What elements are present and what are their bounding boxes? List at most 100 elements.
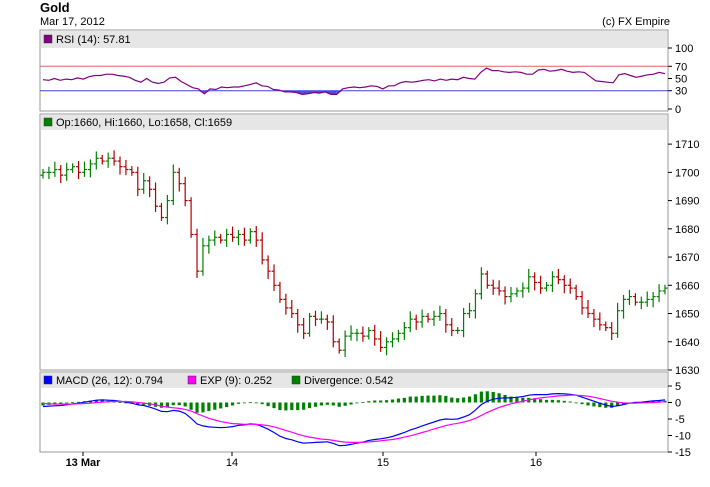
ohlc-bar bbox=[484, 270, 490, 289]
rsi-tick-label: 0 bbox=[675, 104, 681, 116]
chart-date: Mar 17, 2012 bbox=[40, 16, 105, 28]
divergence-bar bbox=[124, 402, 128, 404]
ohlc-bar bbox=[615, 302, 621, 338]
divergence-bar bbox=[219, 402, 223, 409]
divergence-bar bbox=[242, 402, 247, 404]
divergence-bar bbox=[284, 402, 288, 411]
rsi-oversold-fill bbox=[336, 90, 343, 95]
macd-line bbox=[42, 392, 666, 447]
rsi-oversold-fill bbox=[330, 90, 337, 95]
ohlc-bar bbox=[532, 272, 538, 291]
ohlc-bar bbox=[544, 281, 550, 292]
divergence-bar bbox=[207, 402, 211, 412]
ohlc-bar bbox=[129, 166, 135, 176]
rsi-tick-label: 30 bbox=[675, 86, 687, 98]
rsi-legend-text: RSI (14): 57.81 bbox=[56, 34, 131, 46]
ohlc-bar bbox=[395, 329, 401, 343]
ohlc-bar bbox=[662, 284, 668, 295]
ohlc-bar bbox=[283, 293, 289, 315]
ohlc-bar bbox=[478, 267, 484, 300]
chart-title: Gold bbox=[40, 0, 70, 15]
price-legend-swatch bbox=[43, 117, 53, 127]
ohlc-bar bbox=[153, 182, 159, 212]
ohlc-bar bbox=[431, 310, 437, 326]
ohlc-bar bbox=[591, 309, 597, 328]
divergence-bar bbox=[337, 402, 341, 407]
ohlc-bar bbox=[526, 268, 532, 293]
divergence-bar bbox=[319, 402, 324, 406]
ohlc-bar bbox=[117, 156, 123, 175]
price-tick-label: 1680 bbox=[675, 224, 699, 236]
ohlc-bar bbox=[626, 289, 632, 306]
legend-bar bbox=[41, 31, 667, 48]
ohlc-bar bbox=[437, 305, 443, 321]
divergence-bar bbox=[420, 395, 424, 403]
ohlc-bar bbox=[324, 314, 330, 330]
ohlc-bar bbox=[99, 154, 105, 165]
divergence-bar bbox=[118, 402, 122, 403]
macd-legend-text: MACD (26, 12): 0.794 bbox=[56, 375, 163, 387]
ohlc-bar bbox=[496, 280, 502, 296]
ohlc-bar bbox=[472, 289, 478, 319]
ohlc-bar bbox=[40, 168, 46, 179]
divergence-bar bbox=[574, 402, 578, 404]
divergence-bar bbox=[302, 402, 306, 410]
divergence-bar bbox=[568, 401, 572, 403]
ohlc-bar bbox=[318, 311, 324, 324]
ohlc-bar bbox=[561, 275, 567, 294]
ohlc-bar bbox=[609, 322, 615, 341]
ohlc-bar bbox=[164, 194, 170, 225]
ohlc-bar bbox=[384, 337, 390, 356]
divergence-bar bbox=[509, 396, 513, 403]
rsi-tick-label: 50 bbox=[675, 74, 687, 86]
divergence-bar bbox=[373, 400, 377, 403]
ohlc-bar bbox=[141, 172, 147, 194]
divergence-bar bbox=[343, 402, 347, 406]
ohlc-bar bbox=[419, 309, 425, 328]
price-tick-label: 1700 bbox=[675, 167, 699, 179]
divergence-bar bbox=[379, 400, 383, 403]
divergence-bar bbox=[396, 398, 401, 403]
price-tick-label: 1710 bbox=[675, 139, 699, 151]
divergence-bar bbox=[71, 402, 75, 403]
rsi-oversold-fill bbox=[198, 90, 205, 94]
macd-legend-text: EXP (9): 0.252 bbox=[200, 375, 272, 387]
divergence-bar bbox=[438, 395, 442, 403]
macd-tick-label: 0 bbox=[675, 398, 681, 410]
divergence-bar bbox=[598, 402, 602, 408]
price-tick-label: 1640 bbox=[675, 337, 699, 349]
ohlc-bar bbox=[76, 161, 82, 180]
divergence-bar bbox=[213, 402, 217, 410]
macd-tick-label: 5 bbox=[675, 381, 681, 393]
divergence-bar bbox=[331, 402, 335, 406]
divergence-bar bbox=[491, 391, 495, 403]
rsi-tick-label: 100 bbox=[675, 43, 693, 55]
divergence-bar bbox=[384, 400, 389, 403]
divergence-bar bbox=[556, 400, 560, 403]
ohlc-bar bbox=[449, 318, 455, 337]
ohlc-bar bbox=[650, 292, 656, 308]
ohlc-bar bbox=[158, 202, 164, 221]
ohlc-bar bbox=[656, 284, 662, 303]
divergence-bar bbox=[248, 402, 252, 403]
divergence-bar bbox=[266, 402, 270, 407]
price-tick-label: 1650 bbox=[675, 309, 699, 321]
ohlc-bar bbox=[312, 310, 318, 326]
divergence-bar bbox=[521, 397, 525, 403]
price-tick-label: 1670 bbox=[675, 252, 699, 264]
ohlc-bar bbox=[508, 286, 514, 303]
ohlc-bar bbox=[573, 284, 579, 300]
ohlc-bar bbox=[502, 286, 508, 305]
rsi-legend-swatch bbox=[43, 34, 53, 44]
divergence-bar bbox=[349, 402, 353, 405]
divergence-bar bbox=[53, 402, 57, 405]
divergence-bar bbox=[201, 402, 205, 413]
divergence-bar bbox=[562, 400, 566, 403]
divergence-bar bbox=[550, 399, 555, 403]
divergence-bar bbox=[189, 402, 193, 410]
ohlc-bar bbox=[46, 166, 52, 180]
ohlc-bar bbox=[621, 294, 627, 319]
ohlc-bar bbox=[64, 162, 70, 181]
divergence-bar bbox=[450, 397, 454, 403]
ohlc-bar bbox=[579, 290, 585, 315]
